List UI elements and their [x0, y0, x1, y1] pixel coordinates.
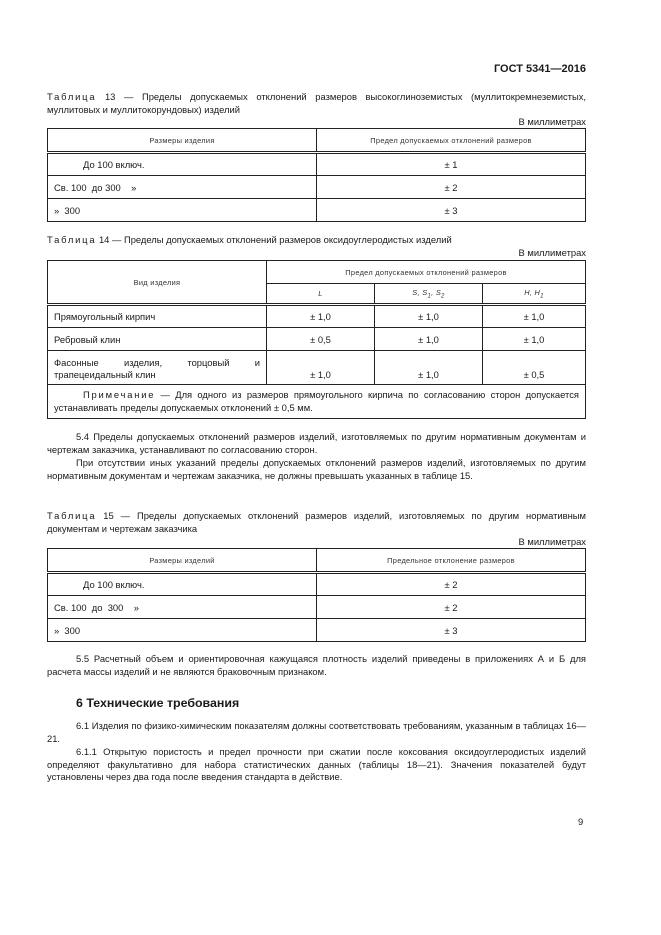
column-header-s: S, S1, S2 [374, 283, 483, 306]
cell: ± 1,0 [482, 304, 586, 328]
table14-caption: Таблица 14 — Пределы допускаемых отклоне… [47, 234, 586, 247]
s-sep: , S [431, 287, 442, 297]
cell: ± 2 [316, 175, 586, 199]
table-note-row: Примечание — Для одного из размеров прям… [47, 384, 586, 419]
cell: » 300 [47, 198, 317, 222]
cell: ± 0,5 [482, 350, 586, 385]
cell: » 300 [47, 618, 317, 642]
column-header-l: L [266, 283, 375, 306]
cell: ± 0,5 [266, 327, 375, 351]
caption-text: 15 — Пределы допускаемых отклонений разм… [47, 510, 586, 534]
section-heading: 6 Технические требования [76, 696, 240, 710]
paragraph-6-1: 6.1 Изделия по физико-химическим показат… [47, 720, 586, 744]
column-header: Размеры изделия [47, 128, 317, 154]
paragraph-6-1-1: 6.1.1 Открытую пористость и предел прочн… [47, 746, 586, 783]
units-label: В миллиметрах [518, 116, 586, 127]
paragraph-5-4: 5.4 Пределы допускаемых отклонений разме… [47, 431, 586, 455]
table15-caption: Таблица 15 — Пределы допускаемых отклоне… [47, 510, 586, 535]
paragraph-5-4b: При отсутствии иных указаний пределы доп… [47, 457, 586, 481]
note-text: — Для одного из размеров прямоугольного … [54, 388, 579, 413]
cell: ± 1,0 [374, 327, 483, 351]
column-header: Предельное отклонение размеров [316, 548, 586, 574]
table-13: Размеры изделия Предел допускаемых откло… [47, 128, 586, 222]
table-note: Примечание — Для одного из размеров прям… [47, 384, 586, 419]
h-label: H, H [524, 287, 541, 297]
cell: Прямоугольный кирпич [47, 304, 267, 328]
cell: ± 2 [316, 595, 586, 619]
table13-caption: Таблица 13 — Пределы допускаемых отклоне… [47, 91, 586, 116]
s-sub: 2 [441, 293, 445, 300]
cell: Ребровый клин [47, 327, 267, 351]
cell: ± 1,0 [374, 304, 483, 328]
cell: ± 1,0 [374, 350, 483, 385]
document-code: ГОСТ 5341—2016 [493, 63, 586, 75]
table-row: Фасонные изделия, торцовый и трапецеидал… [47, 350, 586, 385]
caption-text: 14 — Пределы допускаемых отклонений разм… [96, 234, 452, 245]
paragraph-5-5: 5.5 Расчетный объем и ориентировочная ка… [47, 653, 586, 677]
table-row: До 100 включ. ± 1 [47, 152, 586, 176]
table-row: Св. 100 до 300 » ± 2 [47, 175, 586, 199]
column-header-h: H, H1 [482, 283, 586, 306]
units-label: В миллиметрах [518, 247, 586, 258]
cell: ± 1 [316, 152, 586, 176]
caption-text: 13 — Пределы допускаемых отклонений разм… [47, 91, 586, 115]
s-sub: 1 [427, 293, 432, 300]
cell: До 100 включ. [47, 152, 317, 176]
cell: Св. 100 до 300 » [47, 175, 317, 199]
cell: Св. 100 до 300 » [47, 595, 317, 619]
note-label: Примечание [83, 388, 156, 400]
column-group-header: Предел допускаемых отклонений размеров [266, 260, 586, 284]
table-label: Таблица [47, 234, 97, 245]
cell: ± 1,0 [266, 350, 375, 385]
table-15: Размеры изделий Предельное отклонение ра… [47, 548, 586, 642]
table-14: Вид изделия Предел допускаемых отклонени… [47, 260, 586, 419]
cell: ± 1,0 [266, 304, 375, 328]
column-header: Предел допускаемых отклонений размеров [316, 128, 586, 154]
table-row: Ребровый клин ± 0,5 ± 1,0 ± 1,0 [47, 327, 586, 351]
table-row: Св. 100 до 300 » ± 2 [47, 595, 586, 619]
table-row: » 300 ± 3 [47, 618, 586, 642]
h-sub: 1 [540, 293, 544, 300]
units-label: В миллиметрах [518, 536, 586, 547]
cell: Фасонные изделия, торцовый и трапецеидал… [47, 350, 267, 385]
page-number: 9 [578, 816, 584, 827]
table-label: Таблица [47, 510, 97, 521]
cell: ± 3 [316, 198, 586, 222]
s-label: S, S [412, 287, 428, 297]
column-header: Размеры изделий [47, 548, 317, 574]
table-row: Прямоугольный кирпич ± 1,0 ± 1,0 ± 1,0 [47, 304, 586, 328]
cell: ± 1,0 [482, 327, 586, 351]
column-header: Вид изделия [47, 260, 267, 306]
table-label: Таблица [47, 91, 97, 102]
cell: До 100 включ. [47, 572, 317, 596]
table-row: До 100 включ. ± 2 [47, 572, 586, 596]
cell: ± 2 [316, 572, 586, 596]
table-row: » 300 ± 3 [47, 198, 586, 222]
cell: ± 3 [316, 618, 586, 642]
